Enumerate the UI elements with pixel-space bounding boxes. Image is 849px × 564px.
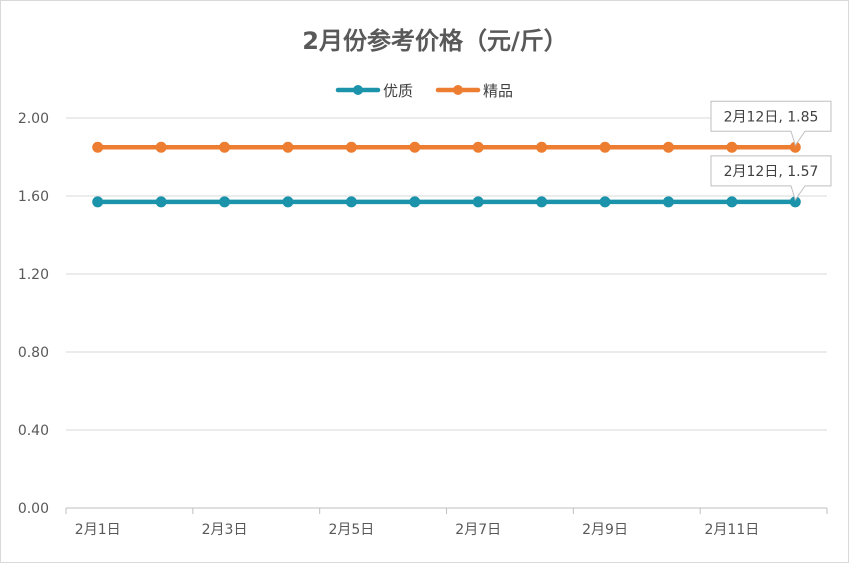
data-point bbox=[92, 141, 104, 153]
chart-title: 2月份参考价格（元/斤） bbox=[302, 27, 567, 55]
data-point bbox=[536, 141, 548, 153]
data-point bbox=[155, 196, 167, 208]
data-point bbox=[409, 196, 421, 208]
data-point bbox=[92, 196, 104, 208]
data-point bbox=[345, 141, 357, 153]
data-point bbox=[219, 196, 231, 208]
x-tick-label: 2月3日 bbox=[202, 522, 248, 538]
callout-label: 2月12日, 1.85 bbox=[724, 109, 819, 125]
data-point bbox=[345, 196, 357, 208]
data-point bbox=[155, 141, 167, 153]
x-tick-label: 2月1日 bbox=[75, 522, 121, 538]
data-point bbox=[599, 196, 611, 208]
callout-box bbox=[710, 155, 832, 201]
data-point bbox=[282, 196, 294, 208]
data-point bbox=[726, 196, 738, 208]
legend-label-1: 优质 bbox=[383, 82, 413, 100]
data-point bbox=[662, 141, 674, 153]
data-point bbox=[472, 141, 484, 153]
x-axis: 2月1日 2月3日 2月5日 2月7日 2月9日 2月11日 bbox=[65, 507, 828, 538]
callout-box bbox=[710, 100, 832, 147]
data-point bbox=[726, 141, 738, 153]
data-point bbox=[599, 141, 611, 153]
legend-marker-1 bbox=[353, 85, 363, 95]
x-tick-label: 2月7日 bbox=[455, 522, 501, 538]
data-point bbox=[409, 141, 421, 153]
data-point bbox=[472, 196, 484, 208]
legend-label-2: 精品 bbox=[483, 82, 513, 100]
callout-label: 2月12日, 1.57 bbox=[724, 164, 819, 180]
x-tick-label: 2月9日 bbox=[582, 522, 628, 538]
y-tick-label: 1.60 bbox=[18, 189, 49, 205]
legend-marker-2 bbox=[453, 85, 463, 95]
y-tick-label: 0.40 bbox=[18, 423, 49, 439]
x-tick-label: 2月11日 bbox=[705, 522, 760, 538]
data-point bbox=[536, 196, 548, 208]
y-tick-label: 1.20 bbox=[18, 267, 49, 283]
series-group bbox=[92, 141, 801, 208]
x-tick-label: 2月5日 bbox=[328, 522, 374, 538]
y-axis: 0.00 0.40 0.80 1.20 1.60 2.00 bbox=[18, 111, 49, 517]
y-tick-label: 2.00 bbox=[18, 111, 49, 127]
data-point bbox=[282, 141, 294, 153]
data-point bbox=[662, 196, 674, 208]
data-callouts: 2月12日, 1.85 2月12日, 1.57 bbox=[710, 100, 832, 201]
y-tick-label: 0.00 bbox=[18, 501, 49, 517]
legend: 优质 精品 bbox=[335, 82, 513, 100]
data-point bbox=[219, 141, 231, 153]
y-tick-label: 0.80 bbox=[18, 345, 49, 361]
